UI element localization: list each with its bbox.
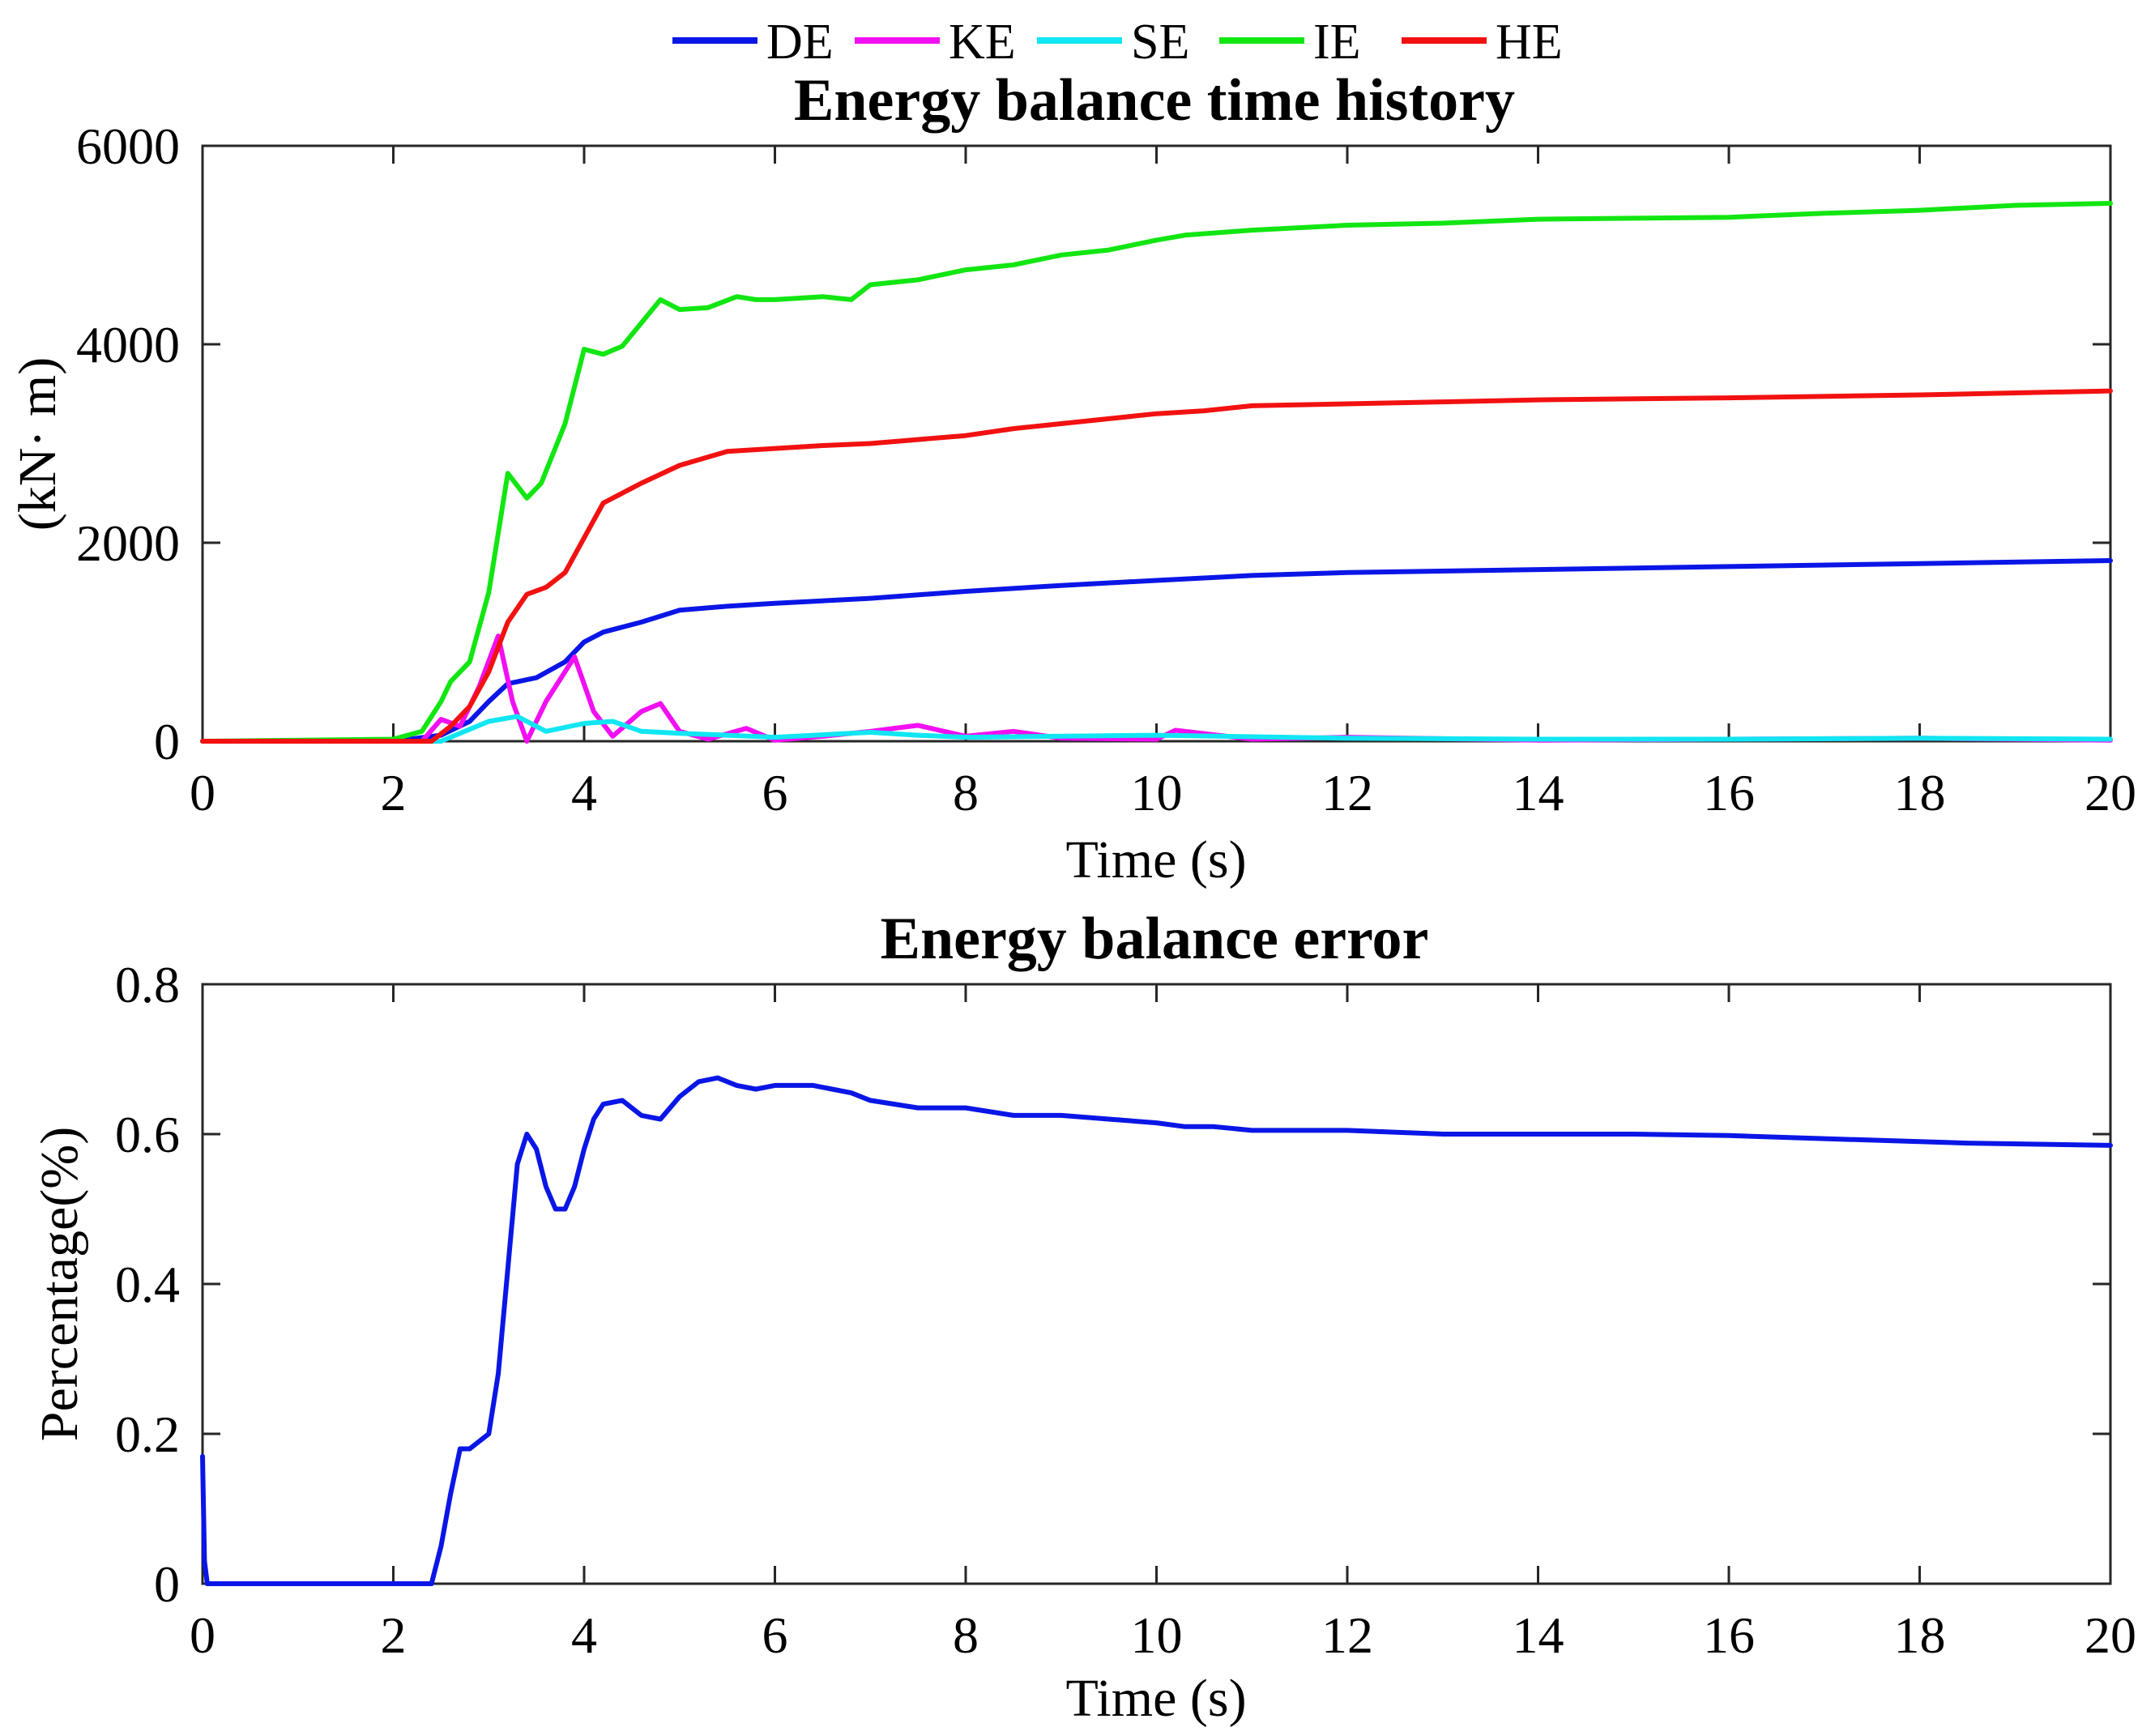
legend-label-de: DE: [766, 15, 834, 70]
energy-error-title: Energy balance error: [881, 906, 1429, 972]
energy-error-xtick-label: 14: [1513, 1606, 1564, 1664]
legend-label-se: SE: [1131, 15, 1189, 70]
energy-error-ytick-label: 0.2: [115, 1405, 180, 1463]
energy-history-ytick-label: 0: [154, 713, 180, 770]
energy-history-xtick-label: 2: [381, 764, 407, 821]
energy-history-xtick-label: 16: [1703, 764, 1755, 821]
energy-error-xtick-label: 18: [1894, 1606, 1946, 1664]
energy-error-ticks: 0 2 4 6 8 10 12 14 16 18 20 0 0.2 0.4 0.6 0.8: [115, 956, 2136, 1664]
energy-error-xtick-label: 12: [1321, 1606, 1373, 1664]
energy-history-line-he: [200, 388, 2113, 744]
energy-error-ytick-label: 0.4: [115, 1256, 180, 1313]
energy-history-xtick-label: 6: [762, 764, 788, 821]
energy-history-xtick-label: 12: [1321, 764, 1373, 821]
energy-history-chart: Energy balance time history 0 2 4 6 8 10 12 14 1…: [8, 67, 2136, 889]
energy-error-axes: [201, 983, 2112, 1585]
energy-error-xtick-label: 16: [1703, 1606, 1755, 1664]
legend-label-ie: IE: [1313, 15, 1361, 70]
energy-error-chart: Energy balance error 0 2 4 6 8 10 12 14 16 18 2000…: [30, 906, 2136, 1728]
energy-history-ytick-label: 2000: [76, 514, 180, 572]
energy-error-ytick-label: 0.8: [115, 956, 180, 1013]
energy-error-ylabel: Percentage(%): [30, 1127, 89, 1441]
energy-error-ytick-label: 0.6: [115, 1106, 180, 1163]
energy-history-xtick-label: 10: [1131, 764, 1183, 821]
energy-history-ytick-label: 4000: [76, 316, 180, 373]
energy-error-series: [200, 1075, 2113, 1586]
energy-history-xtick-label: 14: [1513, 764, 1564, 821]
legend: DE KE SE IE HE: [672, 15, 1563, 70]
legend-label-ke: KE: [949, 15, 1016, 70]
energy-history-ytick-label: 6000: [76, 117, 180, 175]
legend-label-he: HE: [1496, 15, 1563, 70]
energy-error-xtick-label: 4: [571, 1606, 597, 1664]
energy-history-line-de: [200, 558, 2113, 744]
energy-history-xtick-label: 8: [953, 764, 979, 821]
energy-history-series: [200, 201, 2113, 744]
energy-history-line-se: [200, 714, 2113, 744]
energy-history-axes: [201, 144, 2112, 743]
energy-history-xtick-label: 0: [190, 764, 216, 821]
energy-error-xtick-label: 10: [1131, 1606, 1183, 1664]
energy-history-line-ie: [200, 201, 2113, 744]
energy-history-xlabel: Time (s): [1065, 830, 1246, 889]
energy-error-xtick-label: 8: [953, 1606, 979, 1664]
energy-error-xtick-label: 2: [381, 1606, 407, 1664]
energy-history-xtick-label: 18: [1894, 764, 1946, 821]
energy-history-xtick-label: 4: [571, 764, 597, 821]
energy-history-title: Energy balance time history: [794, 67, 1515, 134]
energy-error-xtick-label: 6: [762, 1606, 788, 1664]
energy-error-ytick-label: 0: [154, 1555, 180, 1613]
energy-error-line-error: [200, 1075, 2113, 1586]
energy-error-xlabel: Time (s): [1065, 1669, 1246, 1728]
energy-error-xtick-label: 20: [2085, 1606, 2136, 1664]
energy-error-xtick-label: 0: [190, 1606, 216, 1664]
energy-history-ylabel: (kN· m): [8, 357, 67, 531]
energy-history-xtick-label: 20: [2085, 764, 2136, 821]
energy-history-ticks: 0 2 4 6 8 10 12 14 16 18 20 0 2000 4000 6000: [76, 117, 2136, 821]
